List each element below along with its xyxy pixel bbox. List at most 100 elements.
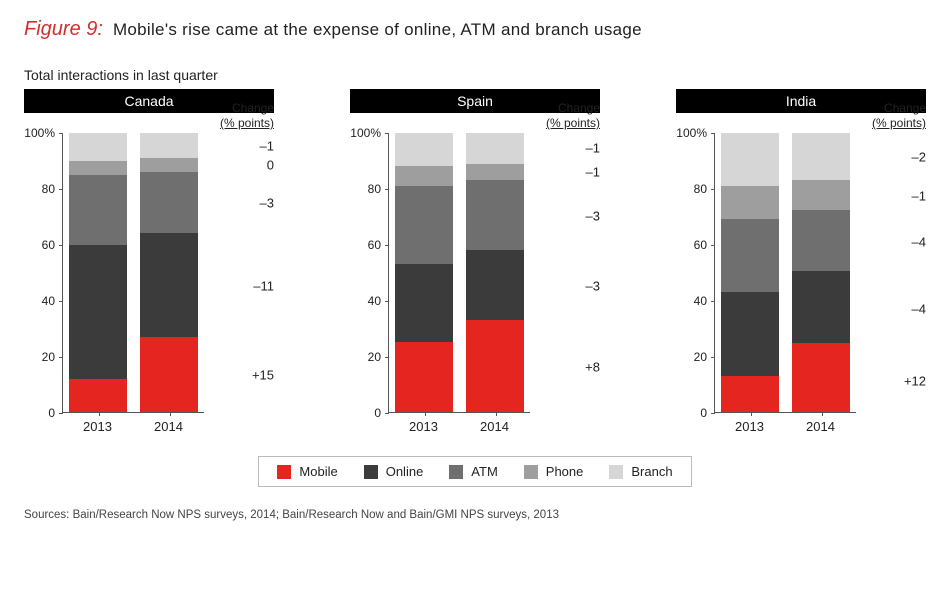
change-header-line1: Change — [872, 101, 926, 116]
change-header-line1: Change — [546, 101, 600, 116]
panel-spain: Spain020406080100%20132014Change(% point… — [350, 89, 600, 434]
legend-label-mobile: Mobile — [299, 464, 337, 479]
change-value-atm: –3 — [586, 208, 600, 223]
y-tick-label: 60 — [368, 238, 389, 252]
segment-online — [721, 292, 779, 376]
change-value-phone: –1 — [912, 189, 926, 204]
x-tick — [99, 412, 100, 416]
panels-container: Canada020406080100%20132014Change(% poin… — [24, 89, 926, 434]
plot-area: 020406080100% — [388, 133, 530, 413]
y-tick-label: 20 — [694, 350, 715, 364]
bar-2013 — [69, 133, 127, 412]
segment-atm — [721, 219, 779, 292]
y-tick-label: 80 — [368, 182, 389, 196]
segment-branch — [792, 133, 850, 180]
change-header: Change(% points) — [872, 101, 926, 131]
segment-atm — [792, 210, 850, 271]
change-value-mobile: +8 — [585, 359, 600, 374]
x-label: 2013 — [735, 419, 764, 434]
segment-branch — [69, 133, 127, 161]
online-swatch — [364, 465, 378, 479]
segment-online — [69, 245, 127, 379]
bar-2014 — [140, 133, 198, 412]
segment-mobile — [140, 337, 198, 412]
change-value-mobile: +12 — [904, 373, 926, 388]
plot-area: 020406080100% — [714, 133, 856, 413]
x-tick — [425, 412, 426, 416]
panel-canada: Canada020406080100%20132014Change(% poin… — [24, 89, 274, 434]
change-column: Change(% points)–2–1–4–4+12 — [856, 113, 926, 413]
figure-caption: Mobile's rise came at the expense of onl… — [113, 20, 642, 40]
legend-label-branch: Branch — [631, 464, 672, 479]
x-tick — [822, 412, 823, 416]
panel-india: India020406080100%20132014Change(% point… — [676, 89, 926, 434]
legend: MobileOnlineATMPhoneBranch — [258, 456, 691, 487]
figure-title-row: Figure 9: Mobile's rise came at the expe… — [24, 18, 926, 41]
change-value-atm: –4 — [912, 235, 926, 250]
mobile-swatch — [277, 465, 291, 479]
segment-phone — [792, 180, 850, 210]
bars-row — [63, 133, 204, 412]
change-column: Change(% points)–1–1–3–3+8 — [530, 113, 600, 413]
y-tick-label: 20 — [368, 350, 389, 364]
change-header-line1: Change — [220, 101, 274, 116]
change-value-phone: –1 — [586, 165, 600, 180]
segment-mobile — [395, 342, 453, 412]
bar-2014 — [792, 133, 850, 412]
figure-label: Figure 9: — [24, 18, 103, 41]
x-labels: 2013 2014 — [388, 413, 530, 434]
bar-2013 — [721, 133, 779, 412]
y-tick-label: 100% — [676, 126, 715, 140]
x-label: 2014 — [806, 419, 835, 434]
y-tick-label: 40 — [694, 294, 715, 308]
x-tick — [170, 412, 171, 416]
y-tick-label: 100% — [24, 126, 63, 140]
segment-atm — [466, 180, 524, 250]
segment-phone — [395, 166, 453, 186]
change-column: Change(% points)–10–3–11+15 — [204, 113, 274, 413]
legend-label-online: Online — [386, 464, 424, 479]
segment-phone — [140, 158, 198, 172]
change-header: Change(% points) — [220, 101, 274, 131]
segment-mobile — [792, 343, 850, 412]
segment-phone — [721, 186, 779, 219]
x-labels: 2013 2014 — [714, 413, 856, 434]
branch-swatch — [609, 465, 623, 479]
y-tick-label: 0 — [48, 406, 63, 420]
change-value-mobile: +15 — [252, 368, 274, 383]
y-tick-label: 20 — [42, 350, 63, 364]
y-tick-label: 60 — [694, 238, 715, 252]
segment-branch — [466, 133, 524, 164]
x-label: 2013 — [409, 419, 438, 434]
change-value-online: –3 — [586, 278, 600, 293]
legend-item-mobile: Mobile — [277, 464, 337, 479]
segment-atm — [395, 186, 453, 264]
segment-atm — [69, 175, 127, 245]
bar-2013 — [395, 133, 453, 412]
x-tick — [751, 412, 752, 416]
change-header-line2: (% points) — [546, 116, 600, 131]
plot-area: 020406080100% — [62, 133, 204, 413]
y-tick-label: 80 — [42, 182, 63, 196]
segment-branch — [395, 133, 453, 166]
x-tick — [496, 412, 497, 416]
bars-row — [715, 133, 856, 412]
change-header: Change(% points) — [546, 101, 600, 131]
legend-item-online: Online — [364, 464, 424, 479]
y-tick-label: 100% — [350, 126, 389, 140]
y-tick-label: 80 — [694, 182, 715, 196]
segment-phone — [466, 164, 524, 181]
segment-mobile — [466, 320, 524, 412]
segment-mobile — [721, 376, 779, 412]
legend-item-phone: Phone — [524, 464, 584, 479]
atm-swatch — [449, 465, 463, 479]
sources-text: Sources: Bain/Research Now NPS surveys, … — [24, 509, 926, 521]
x-label: 2014 — [480, 419, 509, 434]
x-label: 2013 — [83, 419, 112, 434]
phone-swatch — [524, 465, 538, 479]
segment-online — [395, 264, 453, 342]
change-value-branch: –1 — [586, 141, 600, 156]
y-tick-label: 40 — [368, 294, 389, 308]
segment-mobile — [69, 379, 127, 412]
change-value-branch: –1 — [260, 138, 274, 153]
